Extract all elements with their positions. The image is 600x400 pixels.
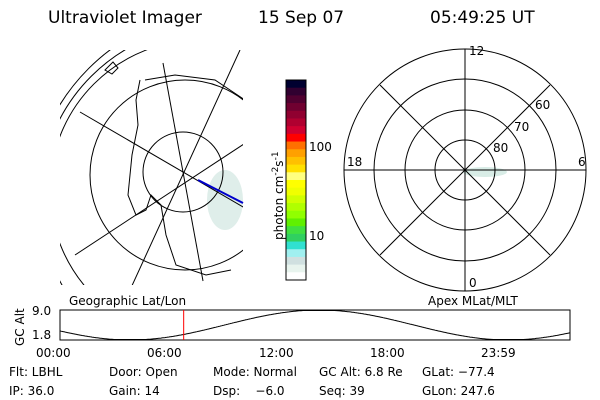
colorbar-tick-10: 10 [309, 229, 325, 243]
time-label: 05:49:25 UT [430, 8, 535, 28]
colorbar-unit-text: photon cm [272, 175, 286, 240]
colorbar-swatch [286, 226, 306, 235]
altitude-curve [59, 310, 571, 340]
colorbar-unit-s: s [272, 160, 286, 167]
colorbar-frame [285, 79, 307, 281]
xtick-0000: 00:00 [36, 346, 71, 360]
colorbar-swatch [286, 80, 306, 89]
colorbar-swatch [286, 172, 306, 181]
info-door: Door: Open [109, 365, 178, 379]
geographic-label: Geographic Lat/Lon [69, 294, 187, 308]
colorbar-swatch [286, 203, 306, 212]
colorbar-swatch [286, 187, 306, 196]
lat-label-70: 70 [514, 120, 530, 134]
colorbar-unit: photon cm-2s-1 [271, 151, 286, 240]
altitude-ylabel: GC Alt [13, 308, 27, 346]
colorbar-swatch [286, 256, 306, 266]
colorbar-swatch [286, 118, 306, 127]
colorbar-swatch [286, 103, 306, 112]
satellite-direction-line [197, 179, 244, 204]
altitude-plot-frame [59, 309, 571, 341]
colorbar-swatch [286, 249, 306, 258]
coastline [104, 61, 243, 276]
xtick-1200: 12:00 [259, 346, 294, 360]
aurora-emission [463, 167, 507, 177]
colorbar-swatch [286, 149, 306, 158]
colorbar-swatch [286, 210, 306, 219]
colorbar-swatch [286, 272, 306, 281]
colorbar-swatch [286, 156, 306, 166]
altitude-ytick-min: 1.8 [32, 328, 52, 342]
info-glon: GLon: 247.6 [422, 384, 495, 398]
colorbar [285, 79, 307, 281]
colorbar-swatch [286, 218, 306, 227]
info-filter: Flt: LBHL [9, 365, 63, 379]
mlt-label-12: 12 [469, 44, 485, 58]
colorbar-swatch [286, 241, 306, 250]
info-gc-alt: GC Alt: 6.8 Re [319, 365, 403, 379]
info-seq: Seq: 39 [319, 384, 365, 398]
info-ip: IP: 36.0 [9, 384, 55, 398]
lat-label-60: 60 [535, 98, 551, 112]
colorbar-swatch [286, 126, 306, 135]
colorbar-tick-100: 100 [309, 140, 332, 154]
lat-label-80: 80 [493, 141, 509, 155]
info-glat: GLat: −77.4 [422, 365, 495, 379]
colorbar-swatch [286, 195, 306, 204]
colorbar-swatch [286, 233, 306, 243]
mlt-label-18: 18 [347, 155, 363, 169]
polar-plot [343, 48, 587, 292]
geographic-map [60, 50, 243, 285]
info-gain: Gain: 14 [109, 384, 160, 398]
xtick-2359: 23:59 [481, 346, 516, 360]
colorbar-swatch [286, 164, 306, 173]
info-mode: Mode: Normal [213, 365, 297, 379]
colorbar-swatch [286, 264, 306, 273]
altitude-ytick-max: 9.0 [32, 304, 52, 318]
aurora-emission [207, 170, 243, 230]
apex-label: Apex MLat/MLT [428, 294, 518, 308]
colorbar-unit-exp2: -1 [271, 151, 281, 161]
date-label: 15 Sep 07 [258, 8, 345, 28]
colorbar-swatch [286, 95, 306, 104]
colorbar-swatch [286, 110, 306, 119]
mlt-label-0: 0 [469, 276, 477, 290]
colorbar-unit-exp1: -2 [271, 166, 281, 176]
mlt-label-6: 6 [578, 155, 586, 169]
colorbar-swatch [286, 180, 306, 189]
instrument-title: Ultraviolet Imager [48, 8, 202, 28]
info-dsp: Dsp: −6.0 [213, 384, 285, 398]
xtick-1800: 18:00 [370, 346, 405, 360]
colorbar-swatch [286, 133, 306, 143]
colorbar-swatch [286, 141, 306, 150]
xtick-0600: 06:00 [147, 346, 182, 360]
colorbar-swatch [286, 87, 306, 96]
